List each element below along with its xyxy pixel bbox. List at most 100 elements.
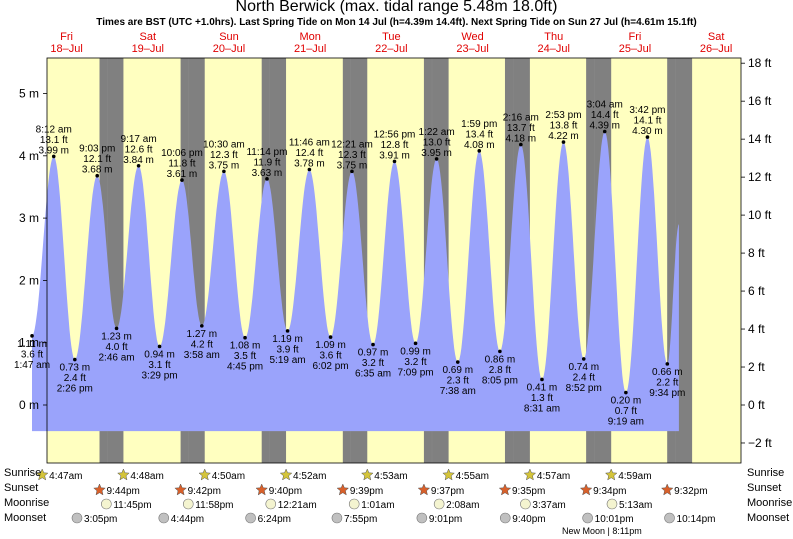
moonset-time: 10:14pm [677, 514, 716, 525]
sunrise-icon [523, 468, 537, 481]
sunset-time: 9:40pm [269, 486, 302, 497]
low-tide-label: 2:26 pm [57, 384, 93, 395]
day-name-label: Thu [544, 31, 563, 43]
high-tide-point [392, 159, 397, 164]
sunset-row-label-left: Sunset [4, 482, 39, 494]
right-axis-tick-label: 16 ft [748, 94, 772, 108]
high-tide-label: 3.78 m [294, 159, 325, 170]
date-label: 22–Jul [375, 43, 407, 55]
sunset-row-label-right: Sunset [747, 482, 782, 494]
moonset-time: 10:01pm [595, 514, 634, 525]
high-tide-label: 13.8 ft [550, 121, 578, 132]
high-tide-label: 3.95 m [421, 148, 452, 159]
high-tide-label: 11:14 pm [246, 147, 287, 158]
moonset-icon [664, 512, 675, 524]
low-tide-label: 1.08 m [230, 341, 261, 352]
high-tide-label: 4.08 m [464, 140, 495, 151]
high-tide-label: 13.7 ft [507, 123, 535, 134]
high-tide-label: 14.4 ft [591, 110, 619, 121]
daylight-band [692, 58, 741, 463]
moonrise-row-label-left: Moonrise [4, 497, 50, 509]
moonset-time: 4:44pm [171, 514, 204, 525]
right-axis-tick-label: −2 ft [748, 436, 772, 450]
moonset-row-label-right: Moonset [747, 512, 790, 524]
high-tide-label: 2:16 am [503, 113, 539, 124]
low-tide-label: 3.9 ft [276, 344, 298, 355]
new-moon-note: New Moon | 8:11pm [562, 526, 642, 536]
chart-title: North Berwick (max. tidal range 5.48m 18… [235, 0, 558, 15]
sunrise-icon [35, 468, 49, 481]
high-tide-point [307, 167, 312, 172]
high-tide-label: 10:06 pm [161, 148, 203, 159]
sunrise-row-label-right: Sunrise [747, 467, 785, 479]
sunrise-row-label-left: Sunrise [4, 467, 42, 479]
high-tide-point [602, 129, 607, 134]
right-axis-tick-label: 10 ft [748, 208, 772, 222]
low-tide-point [413, 341, 418, 346]
low-tide-point [73, 357, 77, 362]
high-tide-label: 1:59 pm [461, 119, 497, 130]
low-tide-label: 7:38 am [440, 386, 476, 397]
high-tide-point [519, 142, 523, 147]
right-axis-tick-label: 18 ft [748, 56, 772, 70]
low-tide-point [114, 326, 119, 331]
low-tide-point [371, 342, 375, 347]
sunrise-time: 4:50am [212, 471, 245, 482]
high-tide-label: 11.9 ft [253, 157, 280, 168]
low-tide-label: 4.2 ft [191, 339, 213, 350]
day-name-label: Sun [219, 31, 239, 43]
high-tide-label: 12.1 ft [83, 154, 111, 165]
right-axis-tick-label: 2 ft [748, 360, 765, 374]
low-tide-point [455, 360, 460, 364]
high-tide-label: 12.8 ft [381, 140, 409, 151]
sunrise-icon [198, 468, 212, 481]
high-tide-label: 2:53 pm [545, 110, 581, 121]
sunrise-icon [279, 468, 293, 481]
low-tide-label: 3.6 ft [319, 351, 341, 362]
sunrise-time: 4:48am [130, 471, 163, 482]
high-tide-point [222, 169, 226, 174]
low-tide-label: 6:02 pm [313, 361, 349, 372]
moonset-time: 9:40pm [512, 514, 545, 525]
high-tide-label: 11:46 am [289, 138, 330, 149]
low-tide-label: 3.1 ft [148, 360, 170, 371]
high-tide-label: 11.8 ft [168, 159, 195, 170]
low-tide-label: 0.74 m [568, 362, 599, 373]
low-tide-label: 0.41 m [527, 382, 558, 393]
day-name-label: Fri [629, 31, 642, 43]
low-tide-label: 9:34 pm [649, 388, 685, 399]
high-tide-label: 12.4 ft [295, 148, 323, 159]
moonrise-row-label-right: Moonrise [747, 497, 793, 509]
high-tide-label: 13.1 ft [40, 135, 68, 146]
low-tide-label: 5:19 am [270, 355, 306, 366]
sunset-icon [498, 483, 512, 496]
right-axis-tick-label: 0 ft [748, 398, 765, 412]
low-tide-label: 4.0 ft [105, 342, 127, 353]
left-axis-tick-label: 0 m [19, 398, 39, 412]
sunrise-icon [360, 468, 374, 481]
tide-curve-area [32, 131, 679, 432]
high-tide-label: 3.91 m [379, 150, 410, 161]
day-name-label: Mon [299, 31, 320, 43]
right-axis-tick-label: 8 ft [748, 246, 765, 260]
low-tide-point [30, 334, 34, 338]
moonrise-icon [606, 498, 618, 510]
moonset-time: 6:24pm [258, 514, 291, 525]
low-tide-label: 0.66 m [652, 367, 683, 378]
low-tide-label: 3.5 ft [234, 351, 256, 362]
date-label: 18–Jul [50, 43, 82, 55]
high-tide-label: 4.18 m [506, 134, 537, 145]
moonset-icon [71, 512, 83, 524]
high-tide-label: 13.4 ft [465, 129, 493, 140]
low-tide-label: 1.19 m [272, 334, 303, 345]
low-tide-label: 0.97 m [358, 348, 389, 359]
high-tide-label: 12.6 ft [125, 144, 153, 155]
low-tide-label: 1.3 ft [531, 393, 553, 404]
low-tide-label: 3.2 ft [362, 358, 384, 369]
moonrise-time: 1:01am [361, 500, 394, 511]
sunset-icon [579, 483, 593, 496]
left-axis-tick-label: 3 m [19, 211, 39, 225]
left-axis-tick-label: 2 m [19, 273, 39, 287]
plot-frame [46, 57, 742, 464]
high-tide-point [477, 149, 482, 153]
